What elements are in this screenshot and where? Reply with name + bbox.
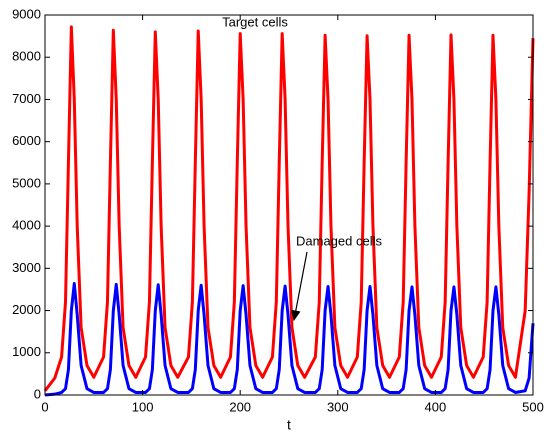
y-tick-label: 8000	[12, 49, 41, 64]
y-tick-label: 7000	[12, 91, 41, 106]
series-line	[43, 25, 535, 392]
annotation: Target cells	[222, 14, 288, 29]
x-tick-label: 0	[41, 399, 48, 414]
y-tick-label: 9000	[12, 6, 41, 21]
x-tick-label: 500	[522, 399, 544, 414]
x-tick-label: 400	[425, 399, 447, 414]
series-line	[44, 282, 535, 397]
y-tick-label: 6000	[12, 133, 41, 148]
y-tick-label: 4000	[12, 218, 41, 233]
x-tick-label: 200	[229, 399, 251, 414]
annotation: Damaged cells	[296, 233, 382, 248]
y-tick-label: 3000	[12, 260, 41, 275]
y-tick-label: 5000	[12, 175, 41, 190]
annotation-arrow	[291, 251, 308, 322]
lines	[43, 25, 535, 397]
y-tick-label: 1000	[12, 344, 41, 359]
y-tick-label: 0	[34, 386, 41, 401]
x-axis-label: t	[287, 417, 291, 433]
y-tick-label: 2000	[12, 302, 41, 317]
x-tick-label: 100	[132, 399, 154, 414]
x-tick-label: 300	[327, 399, 349, 414]
axes-frame	[44, 14, 534, 396]
